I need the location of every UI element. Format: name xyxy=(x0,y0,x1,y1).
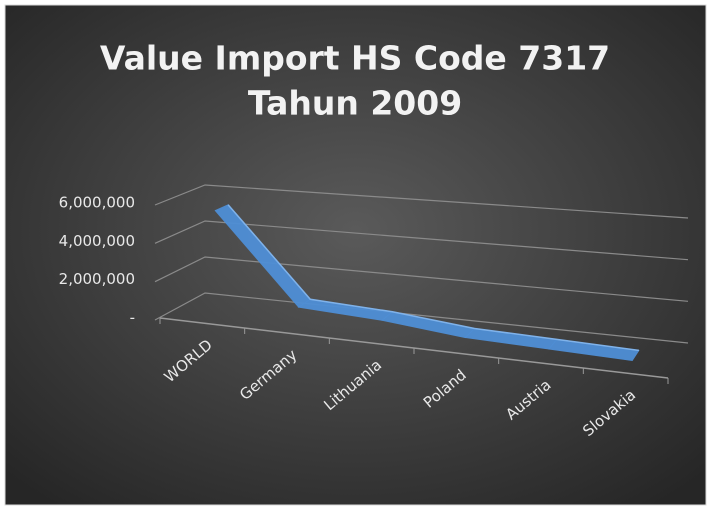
chart-title: Tahun 2009 xyxy=(248,84,462,123)
grid-line xyxy=(154,256,689,302)
line xyxy=(227,204,640,352)
chart-area xyxy=(4,4,707,506)
y-tick-label: 6,000,000 xyxy=(59,194,135,212)
grid-line xyxy=(154,184,689,219)
y-tick-label: 2,000,000 xyxy=(59,270,135,288)
chart-title: Value Import HS Code 7317 xyxy=(100,39,610,78)
y-tick-label: - xyxy=(130,309,135,327)
grid-line xyxy=(154,292,689,344)
grid-line xyxy=(154,220,689,261)
y-tick-label: 4,000,000 xyxy=(59,232,135,250)
